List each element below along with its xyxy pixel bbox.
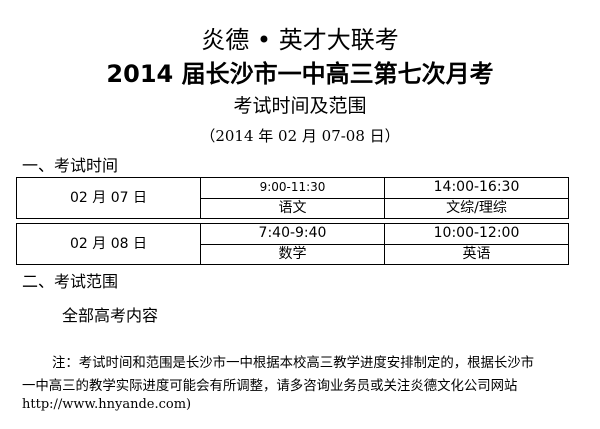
scope-content: 全部高考内容	[62, 306, 159, 325]
date-cell: 02 月 07 日	[16, 177, 201, 219]
section-heading-time: 一、考试时间	[22, 156, 119, 175]
time-cell: 14:00-16:30	[384, 177, 569, 199]
subject-cell: 英语	[384, 243, 569, 265]
subject-cell: 数学	[200, 243, 385, 265]
note-line-2: 一中高三的教学实际进度可能会有所调整，请多咨询业务员或关注炎德文化公司网站	[22, 379, 518, 394]
note-line-1: 注：考试时间和范围是长沙市一中根据本校高三教学进度安排制定的，根据长沙市	[52, 356, 535, 371]
time-cell: 9:00-11:30	[200, 177, 385, 199]
exam-brand-title: 炎德 • 英才大联考	[201, 26, 399, 54]
schedule-table-day2: 02 月 08 日 7:40-9:40 10:00-12:00 数学 英语	[16, 223, 569, 265]
date-cell: 02 月 08 日	[16, 223, 201, 265]
note-website-link[interactable]: http://www.hnyande.com)	[22, 397, 192, 412]
section-heading-scope: 二、考试范围	[22, 272, 119, 291]
schedule-table-day1: 02 月 07 日 9:00-11:30 14:00-16:30 语文 文综/理…	[16, 177, 569, 219]
subject-cell: 文综/理综	[384, 197, 569, 219]
document-title: 考试时间及范围	[233, 95, 367, 117]
exam-date: （2014 年 02 月 07-08 日）	[200, 127, 400, 145]
time-cell: 7:40-9:40	[200, 223, 385, 245]
time-cell: 10:00-12:00	[384, 223, 569, 245]
subject-cell: 语文	[200, 197, 385, 219]
exam-subtitle: 2014 届长沙市一中高三第七次月考	[106, 60, 494, 88]
